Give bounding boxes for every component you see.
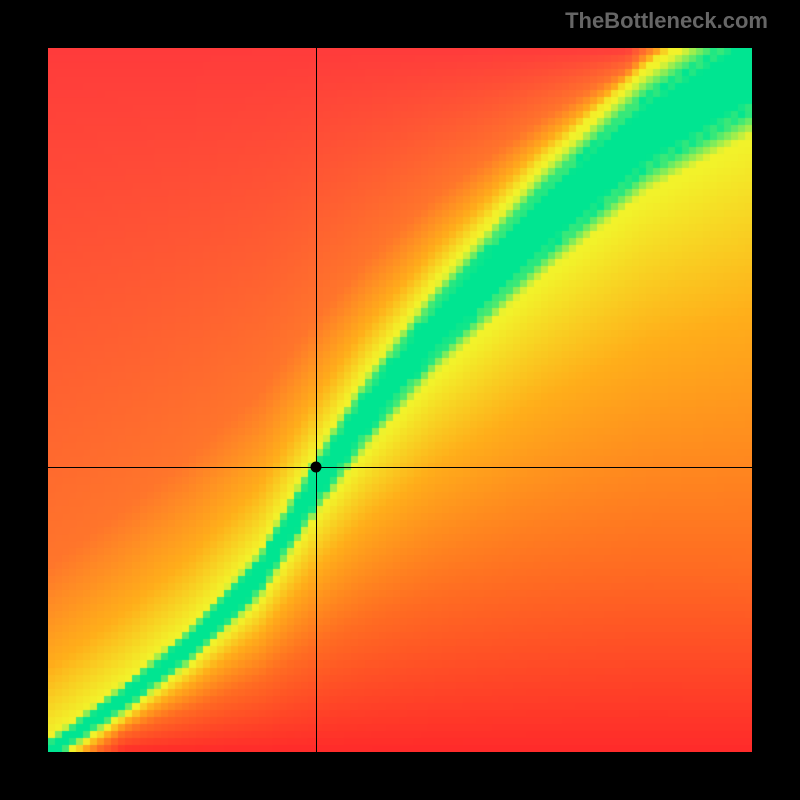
watermark-text: TheBottleneck.com	[565, 8, 768, 34]
crosshair-vertical	[316, 48, 317, 752]
heatmap-canvas	[48, 48, 752, 752]
plot-area	[48, 48, 752, 752]
crosshair-horizontal	[48, 467, 752, 468]
crosshair-marker	[310, 461, 321, 472]
